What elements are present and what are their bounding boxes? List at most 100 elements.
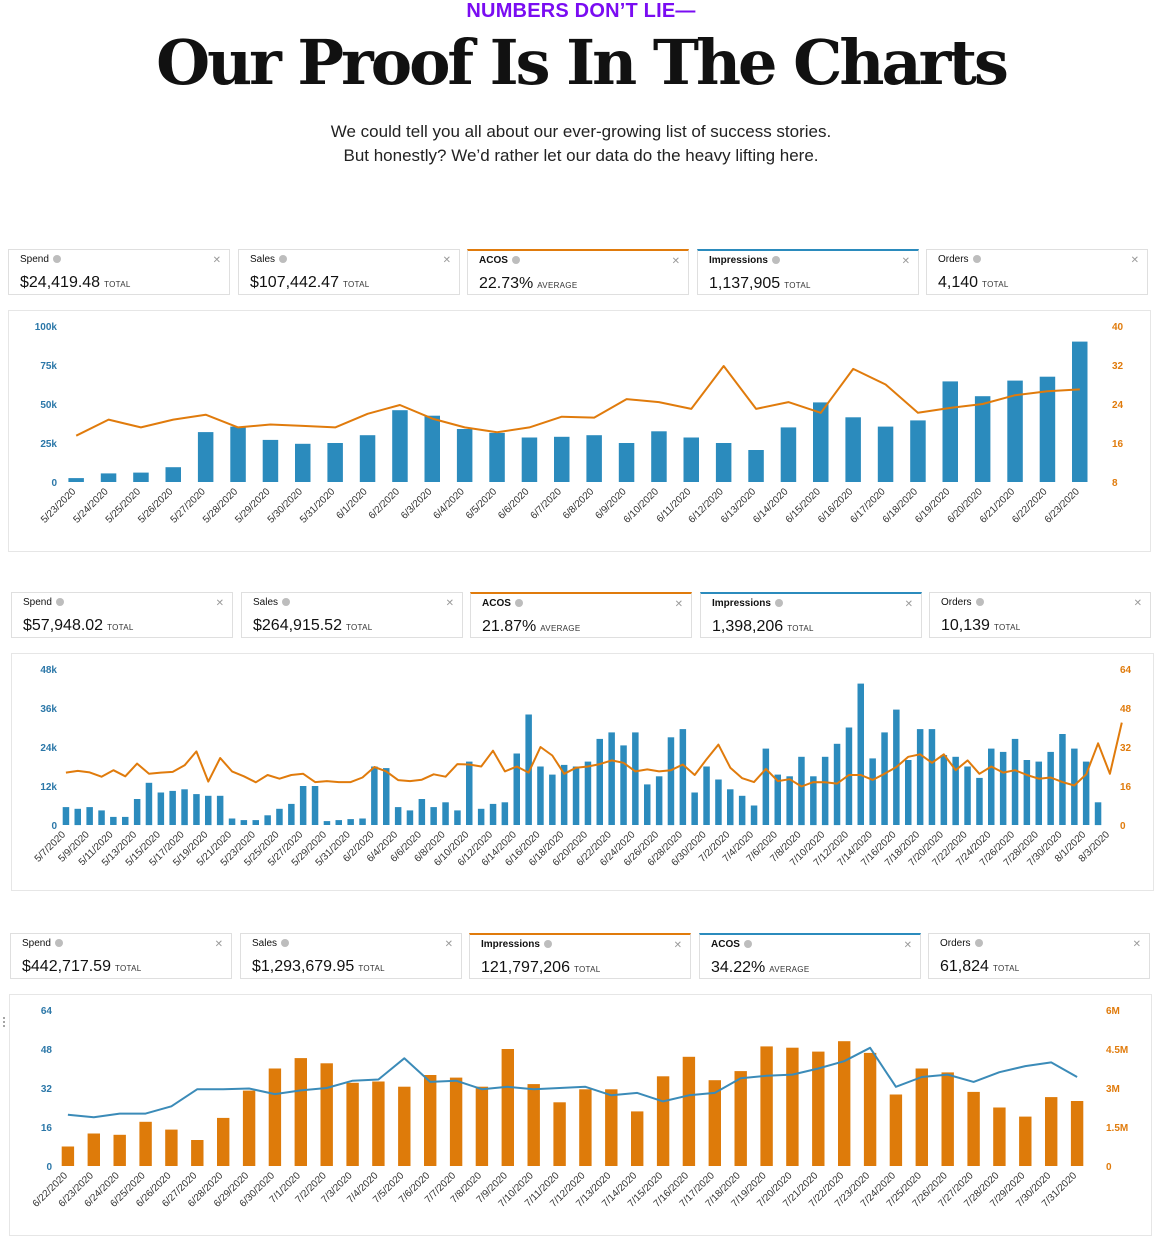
bar <box>346 1082 359 1166</box>
metric-label: Orders <box>940 938 983 949</box>
x-axis-tick-label: 6/4/2020 <box>432 486 468 522</box>
close-icon[interactable]: ✕ <box>673 940 682 951</box>
info-icon[interactable] <box>55 598 64 606</box>
metric-value-text: 1,398,206 <box>712 618 784 635</box>
close-icon[interactable]: ✕ <box>212 255 221 266</box>
bar <box>62 807 70 825</box>
info-icon[interactable] <box>54 939 63 947</box>
metric-value-text: 1,137,905 <box>709 275 781 292</box>
metric-label-text: Orders <box>940 938 971 949</box>
metric-card-spend[interactable]: Spend ✕ $57,948.02 TOTAL <box>11 592 233 638</box>
bar <box>217 1117 230 1166</box>
chart-2: 012k24k36k48k0163248645/7/20205/9/20205/… <box>33 665 1132 869</box>
info-icon[interactable] <box>743 940 752 948</box>
close-icon[interactable]: ✕ <box>445 598 454 609</box>
bar <box>889 1094 903 1166</box>
info-icon[interactable] <box>972 255 981 263</box>
metric-value-text: 4,140 <box>938 274 979 291</box>
bar <box>916 729 924 825</box>
bar <box>371 766 378 825</box>
close-icon[interactable]: ✕ <box>444 939 453 950</box>
metric-label: Impressions <box>712 598 783 609</box>
bar <box>691 792 698 825</box>
close-icon[interactable]: ✕ <box>214 939 223 950</box>
info-icon[interactable] <box>974 939 983 947</box>
bar <box>489 432 505 482</box>
info-icon[interactable] <box>282 598 291 606</box>
bar <box>915 1068 928 1166</box>
metric-label-text: ACOS <box>711 939 740 950</box>
metric-value-text: $107,442.47 <box>250 274 339 291</box>
bar <box>881 732 888 825</box>
metric-value: $24,419.48 TOTAL <box>20 274 131 292</box>
bar <box>605 1089 618 1166</box>
metric-card-acos[interactable]: ACOS ✕ 34.22% AVERAGE <box>699 933 921 979</box>
left-axis-tick-label: 0 <box>51 478 57 489</box>
bar <box>579 1089 592 1166</box>
metric-card-impressions[interactable]: Impressions ✕ 1,398,206 TOTAL <box>700 592 922 638</box>
close-icon[interactable]: ✕ <box>1133 598 1142 609</box>
close-icon[interactable]: ✕ <box>215 598 224 609</box>
resize-handle-icon[interactable] <box>2 1016 6 1028</box>
metric-card-orders[interactable]: Orders ✕ 4,140 TOTAL <box>926 249 1148 295</box>
bar <box>993 1107 1006 1166</box>
info-icon[interactable] <box>543 940 552 948</box>
metric-card-spend[interactable]: Spend ✕ $24,419.48 TOTAL <box>8 249 230 295</box>
metric-card-impressions[interactable]: Impressions ✕ 121,797,206 TOTAL <box>469 933 691 979</box>
metric-label-text: Sales <box>250 254 276 265</box>
metric-card-acos[interactable]: ACOS ✕ 22.73% AVERAGE <box>467 249 689 295</box>
info-icon[interactable] <box>774 599 783 607</box>
right-axis-tick-label: 1.5M <box>1106 1123 1128 1134</box>
left-axis-tick-label: 32 <box>41 1084 53 1095</box>
bar <box>715 779 722 825</box>
bar <box>682 1056 696 1166</box>
metric-card-sales[interactable]: Sales ✕ $1,293,679.95 TOTAL <box>240 933 462 979</box>
close-icon[interactable]: ✕ <box>442 255 451 266</box>
metric-card-orders[interactable]: Orders ✕ 61,824 TOTAL <box>928 933 1150 979</box>
info-icon[interactable] <box>514 599 523 607</box>
close-icon[interactable]: ✕ <box>903 940 912 951</box>
metric-label-text: Sales <box>253 597 279 608</box>
info-icon[interactable] <box>511 256 520 264</box>
metric-label-text: ACOS <box>479 255 508 266</box>
bar <box>967 1091 980 1166</box>
metric-value-text: 121,797,206 <box>481 959 570 976</box>
close-icon[interactable]: ✕ <box>674 599 683 610</box>
x-axis-tick-label: 6/23/2020 <box>1043 486 1083 526</box>
bar <box>941 1072 954 1166</box>
bar <box>762 748 770 825</box>
metric-unit: TOTAL <box>784 281 811 290</box>
bar <box>398 1086 411 1166</box>
info-icon[interactable] <box>279 255 288 263</box>
bar <box>392 410 408 482</box>
bar <box>877 426 894 482</box>
close-icon[interactable]: ✕ <box>1130 255 1139 266</box>
metric-unit: AVERAGE <box>769 965 810 974</box>
bar <box>133 472 149 482</box>
bar <box>299 786 307 825</box>
close-icon[interactable]: ✕ <box>901 256 910 267</box>
close-icon[interactable]: ✕ <box>671 256 680 267</box>
metric-value: $57,948.02 TOTAL <box>23 617 134 635</box>
metric-label-text: Spend <box>22 938 51 949</box>
info-icon[interactable] <box>771 256 780 264</box>
metric-card-acos[interactable]: ACOS ✕ 21.87% AVERAGE <box>470 592 692 638</box>
bar <box>165 467 181 482</box>
info-icon[interactable] <box>975 598 984 606</box>
bar <box>703 766 710 825</box>
info-icon[interactable] <box>52 255 61 263</box>
series-line <box>75 365 1080 437</box>
info-icon[interactable] <box>281 939 290 947</box>
metric-card-spend[interactable]: Spend ✕ $442,717.59 TOTAL <box>10 933 232 979</box>
bar <box>857 683 864 825</box>
metric-card-sales[interactable]: Sales ✕ $107,442.47 TOTAL <box>238 249 460 295</box>
metric-value: 10,139 TOTAL <box>941 617 1020 635</box>
metric-card-impressions[interactable]: Impressions ✕ 1,137,905 TOTAL <box>697 249 919 295</box>
close-icon[interactable]: ✕ <box>904 599 913 610</box>
bar <box>651 431 667 482</box>
metric-card-orders[interactable]: Orders ✕ 10,139 TOTAL <box>929 592 1151 638</box>
close-icon[interactable]: ✕ <box>1132 939 1141 950</box>
bar <box>748 450 764 482</box>
bar <box>327 443 343 482</box>
metric-card-sales[interactable]: Sales ✕ $264,915.52 TOTAL <box>241 592 463 638</box>
